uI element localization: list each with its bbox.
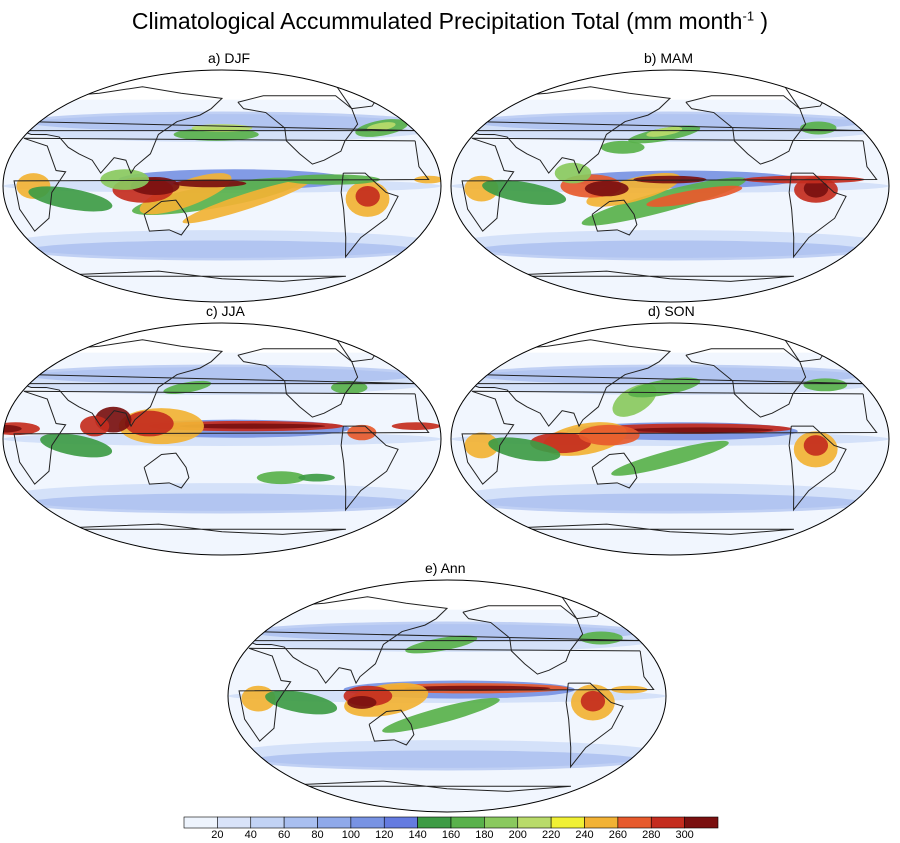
map-border <box>2 69 442 303</box>
precip-map-mam <box>450 69 890 303</box>
panel-ann: e) Ann <box>225 560 675 813</box>
precip-map-ann <box>227 579 667 813</box>
map-border <box>450 322 890 556</box>
panel-label-djf: a) DJF <box>208 50 250 66</box>
colorbar-tick: 240 <box>575 829 594 841</box>
precip-field <box>3 323 441 555</box>
colorbar-tick: 300 <box>675 829 694 841</box>
colorbar-tick: 280 <box>642 829 661 841</box>
colorbar-swatch <box>450 816 485 829</box>
colorbar-tick: 120 <box>375 829 394 841</box>
colorbar-swatch <box>484 816 519 829</box>
colorbar-swatch <box>584 816 619 829</box>
colorbar-swatch <box>617 816 652 829</box>
panel-djf: a) DJF <box>0 50 450 303</box>
panel-son: d) SON <box>448 303 898 556</box>
colorbar-swatch <box>350 816 385 829</box>
colorbar-tick-labels: 20 40 60 80 100 120 140 160 180 200 220 240 260 280 30… <box>183 829 717 843</box>
colorbar-swatch <box>417 816 452 829</box>
colorbar-swatch <box>283 816 318 829</box>
colorbar-tick: 100 <box>341 829 361 841</box>
colorbar-tick: 220 <box>541 829 561 841</box>
map-border <box>450 69 890 303</box>
colorbar-swatch <box>250 816 285 829</box>
precip-field <box>228 580 666 812</box>
colorbar-tick: 140 <box>408 829 427 841</box>
colorbar-tick: 180 <box>475 829 494 841</box>
colorbar-swatch <box>183 816 218 829</box>
precip-map-jja <box>2 322 442 556</box>
colorbar-tick: 20 <box>211 829 224 841</box>
colorbar-tick: 160 <box>441 829 461 841</box>
colorbar-swatch <box>650 816 685 829</box>
colorbar-swatch <box>317 816 352 829</box>
colorbar-swatch <box>383 816 418 829</box>
colorbar <box>183 816 719 829</box>
map-border <box>2 322 442 556</box>
panel-mam: b) MAM <box>448 50 898 303</box>
map-border <box>227 579 667 813</box>
panel-jja: c) JJA <box>0 303 450 556</box>
colorbar-tick: 40 <box>244 829 257 841</box>
figure-title: Climatological Accummulated Precipitatio… <box>131 8 769 34</box>
colorbar-swatch <box>550 816 585 829</box>
precip-field <box>451 323 889 555</box>
precip-map-djf <box>2 69 442 303</box>
precip-map-son <box>450 322 890 556</box>
coastlines <box>13 331 430 535</box>
colorbar-swatch <box>217 816 252 829</box>
panel-label-ann: e) Ann <box>425 560 466 576</box>
colorbar-tick: 80 <box>311 829 324 841</box>
colorbar-tick: 60 <box>278 829 291 841</box>
colorbar-swatch <box>684 816 719 829</box>
colorbar-tick: 260 <box>608 829 628 841</box>
colorbar-swatch <box>517 816 552 829</box>
colorbar-tick: 200 <box>508 829 527 841</box>
panel-label-son: d) SON <box>648 303 695 319</box>
panel-label-mam: b) MAM <box>644 50 693 66</box>
panel-label-jja: c) JJA <box>206 303 245 319</box>
coastlines <box>238 588 655 792</box>
coastlines <box>13 78 430 282</box>
